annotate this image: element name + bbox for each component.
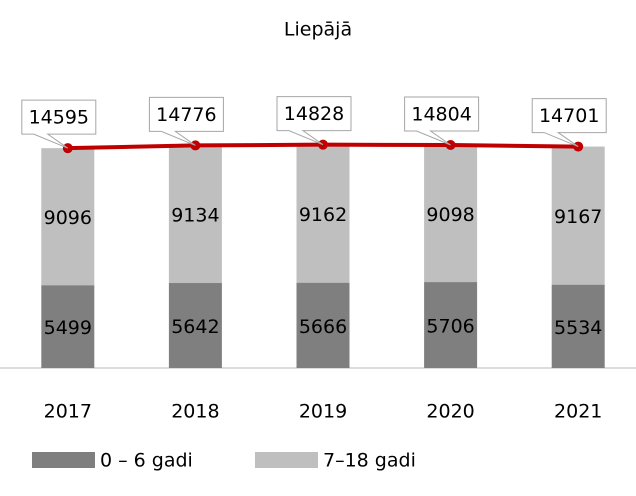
data-label: 5666 bbox=[299, 316, 347, 338]
callout bbox=[531, 98, 607, 148]
bar-segment bbox=[168, 145, 222, 284]
data-label: 9162 bbox=[299, 204, 347, 226]
legend-swatch bbox=[255, 452, 318, 468]
callout bbox=[148, 96, 224, 146]
bar-segment bbox=[551, 284, 605, 368]
data-label: 14828 bbox=[284, 103, 344, 125]
data-label: 14595 bbox=[29, 107, 89, 129]
bar-segment bbox=[424, 282, 478, 368]
legend-label: 0 – 6 gadi bbox=[100, 450, 193, 472]
callout bbox=[21, 99, 97, 149]
data-label: 9098 bbox=[426, 204, 474, 226]
bar-segment bbox=[41, 285, 95, 368]
x-tick-label: 2017 bbox=[44, 401, 92, 423]
data-label: 5706 bbox=[426, 316, 474, 338]
data-label: 5534 bbox=[554, 317, 602, 339]
data-label: 9167 bbox=[554, 206, 602, 228]
x-tick-label: 2019 bbox=[299, 401, 347, 423]
callout bbox=[276, 96, 352, 146]
bar-segment bbox=[41, 148, 95, 286]
bar-segment bbox=[168, 283, 222, 368]
x-tick-label: 2018 bbox=[171, 401, 219, 423]
data-label: 14776 bbox=[156, 104, 216, 126]
bar-segment bbox=[551, 146, 605, 285]
callout bbox=[404, 96, 480, 146]
data-label: 9096 bbox=[44, 207, 92, 229]
x-tick-label: 2020 bbox=[426, 401, 474, 423]
bar-segment bbox=[296, 144, 350, 283]
legend-label: 7–18 gadi bbox=[323, 450, 416, 472]
x-tick-label: 2021 bbox=[554, 401, 602, 423]
bar-segment bbox=[424, 145, 478, 283]
data-label: 5499 bbox=[44, 317, 92, 339]
legend-swatch bbox=[32, 452, 95, 468]
chart-title: Liepājā bbox=[284, 19, 352, 41]
data-label: 14804 bbox=[411, 104, 471, 126]
data-label: 5642 bbox=[171, 316, 219, 338]
data-label: 9134 bbox=[171, 205, 219, 227]
data-label: 14701 bbox=[539, 105, 599, 127]
bar-segment bbox=[296, 282, 350, 368]
